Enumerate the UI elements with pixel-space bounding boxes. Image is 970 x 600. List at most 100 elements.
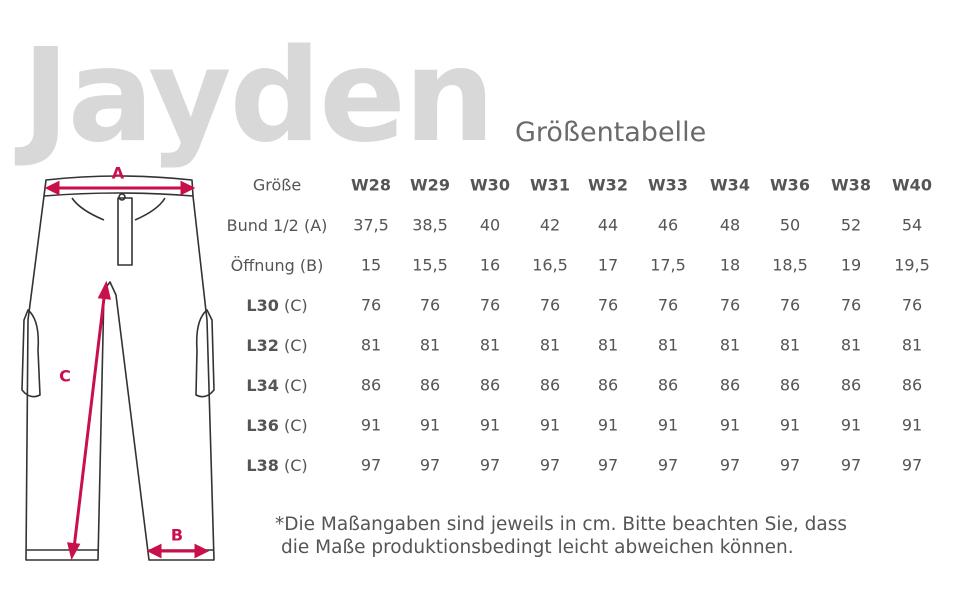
cell: 17 — [598, 256, 618, 275]
cell: 91 — [598, 416, 618, 435]
cell: 91 — [902, 416, 922, 435]
cell: 81 — [540, 336, 560, 355]
cell: 76 — [598, 296, 618, 315]
cell: 81 — [480, 336, 500, 355]
row-label-part: L30 — [246, 296, 278, 315]
cell: 15,5 — [412, 256, 448, 275]
cell: 91 — [780, 416, 800, 435]
row-label: Bund 1/2 (A) — [227, 216, 328, 235]
cell: 18,5 — [772, 256, 808, 275]
row-label-part: (C) — [279, 376, 308, 395]
cell: 54 — [902, 216, 922, 235]
cell: 86 — [720, 376, 740, 395]
cell: 86 — [420, 376, 440, 395]
cell: 86 — [658, 376, 678, 395]
cell: 91 — [841, 416, 861, 435]
cell: 76 — [720, 296, 740, 315]
cell: 76 — [540, 296, 560, 315]
footnote-line: die Maße produktionsbedingt leicht abwei… — [281, 537, 794, 558]
cell: 37,5 — [353, 216, 389, 235]
cell: 42 — [540, 216, 560, 235]
subtitle: Größentabelle — [515, 117, 706, 148]
cell: 81 — [420, 336, 440, 355]
row-label-part: Bund 1/2 (A) — [227, 216, 328, 235]
label-c: C — [59, 367, 71, 386]
cell: 91 — [361, 416, 381, 435]
cell: 97 — [780, 456, 800, 475]
row-label-part: L38 — [246, 456, 278, 475]
cell: 91 — [720, 416, 740, 435]
cell: 97 — [841, 456, 861, 475]
size-header: W33 — [648, 176, 688, 195]
row-label-part: (C) — [279, 296, 308, 315]
row-label-part: L36 — [246, 416, 278, 435]
cell: 97 — [361, 456, 381, 475]
cell: 81 — [780, 336, 800, 355]
cell: 91 — [658, 416, 678, 435]
cell: 81 — [902, 336, 922, 355]
cell: 81 — [598, 336, 618, 355]
size-header: W32 — [588, 176, 628, 195]
cell: 97 — [480, 456, 500, 475]
size-header: W38 — [831, 176, 871, 195]
row-label: Öffnung (B) — [231, 256, 324, 275]
cell: 50 — [780, 216, 800, 235]
row-label-part: (C) — [279, 456, 308, 475]
cell: 86 — [902, 376, 922, 395]
cell: 81 — [658, 336, 678, 355]
cell: 76 — [658, 296, 678, 315]
cell: 46 — [658, 216, 678, 235]
size-header: W29 — [410, 176, 450, 195]
cell: 97 — [720, 456, 740, 475]
cell: 91 — [480, 416, 500, 435]
cell: 76 — [841, 296, 861, 315]
footnote-line: *Die Maßangaben sind jeweils in cm. Bitt… — [275, 514, 847, 535]
row-label-part: L34 — [246, 376, 278, 395]
cell: 76 — [361, 296, 381, 315]
cell: 16,5 — [532, 256, 568, 275]
cell: 15 — [361, 256, 381, 275]
cell: 19,5 — [894, 256, 930, 275]
cell: 18 — [720, 256, 740, 275]
cell: 97 — [658, 456, 678, 475]
size-header: W36 — [770, 176, 810, 195]
cell: 48 — [720, 216, 740, 235]
cell: 76 — [420, 296, 440, 315]
cell: 17,5 — [650, 256, 686, 275]
cell: 97 — [420, 456, 440, 475]
cell: 97 — [540, 456, 560, 475]
cell: 52 — [841, 216, 861, 235]
size-header: W31 — [530, 176, 570, 195]
title: Jayden — [14, 22, 493, 171]
size-header: W40 — [892, 176, 932, 195]
row-label: L34 (C) — [246, 376, 307, 395]
cell: 81 — [841, 336, 861, 355]
cell: 91 — [540, 416, 560, 435]
cell: 86 — [598, 376, 618, 395]
cell: 16 — [480, 256, 500, 275]
header-label: Größe — [253, 176, 301, 195]
row-label-part: (C) — [279, 336, 308, 355]
cell: 91 — [420, 416, 440, 435]
row-label: L38 (C) — [246, 456, 307, 475]
cell: 86 — [480, 376, 500, 395]
cell: 40 — [480, 216, 500, 235]
cell: 76 — [902, 296, 922, 315]
row-label-part: L32 — [246, 336, 278, 355]
pants-drawing: A C B — [21, 164, 215, 561]
cell: 76 — [780, 296, 800, 315]
size-header: W30 — [470, 176, 510, 195]
cell: 86 — [780, 376, 800, 395]
row-label: L32 (C) — [246, 336, 307, 355]
label-b: B — [171, 526, 183, 545]
cell: 97 — [902, 456, 922, 475]
row-label: L36 (C) — [246, 416, 307, 435]
cell: 81 — [361, 336, 381, 355]
cell: 86 — [361, 376, 381, 395]
cell: 38,5 — [412, 216, 448, 235]
row-label-part: (C) — [279, 416, 308, 435]
cell: 86 — [540, 376, 560, 395]
cell: 97 — [598, 456, 618, 475]
cell: 86 — [841, 376, 861, 395]
